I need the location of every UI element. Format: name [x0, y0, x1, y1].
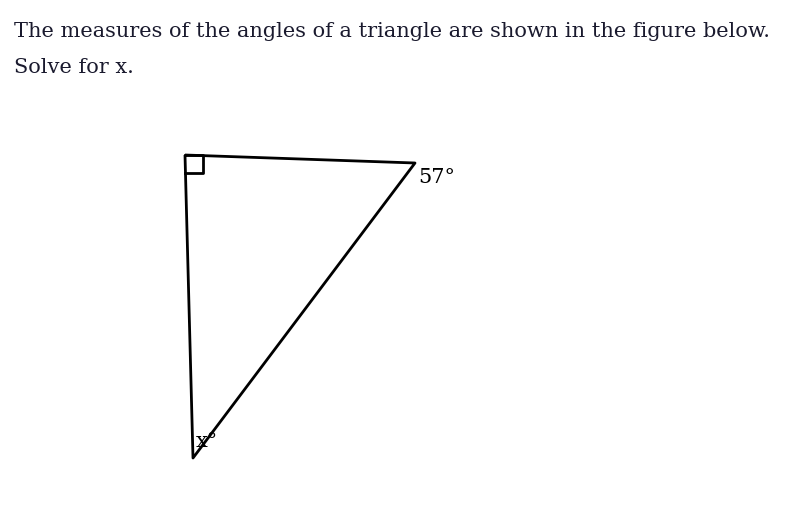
Text: x°: x° — [196, 432, 218, 451]
Text: 57°: 57° — [418, 168, 455, 187]
Text: Solve for x.: Solve for x. — [14, 58, 134, 77]
Text: The measures of the angles of a triangle are shown in the figure below.: The measures of the angles of a triangle… — [14, 22, 770, 41]
